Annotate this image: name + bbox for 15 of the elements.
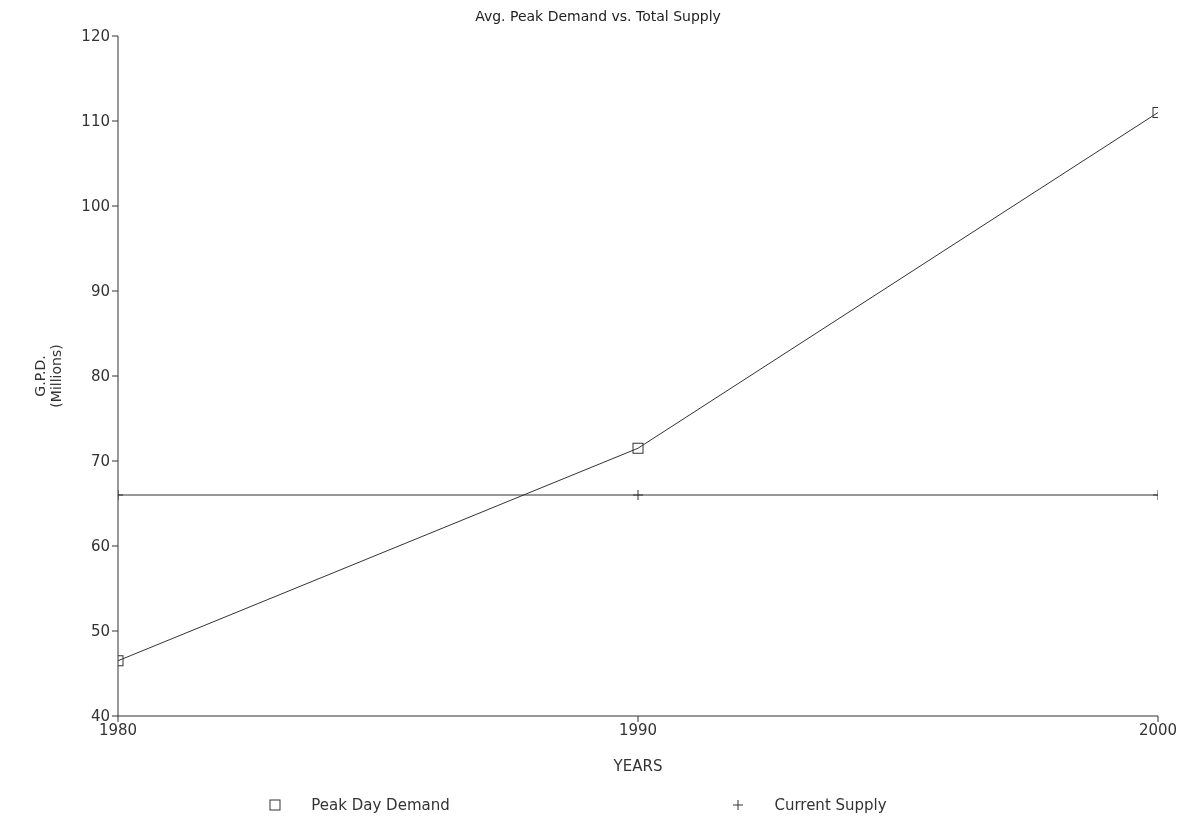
- chart-title: Avg. Peak Demand vs. Total Supply: [474, 8, 722, 26]
- x-tick-label: 1990: [618, 720, 658, 739]
- legend-label: Peak Day Demand: [311, 796, 450, 814]
- legend-label: Current Supply: [774, 796, 887, 814]
- y-tick-label: 80: [90, 367, 110, 386]
- y-tick-label: 70: [90, 452, 110, 471]
- y-tick-label: 120: [81, 27, 110, 46]
- y-tick-label: 60: [90, 537, 110, 556]
- y-tick-label: 90: [90, 282, 110, 301]
- x-tick-label: 2000: [1138, 720, 1178, 739]
- y-tick-label: 50: [90, 622, 110, 641]
- y-tick-label: 100: [81, 197, 110, 216]
- x-axis-title: YEARS: [612, 757, 663, 775]
- y-axis-title: G.P.D. (Millions): [32, 344, 64, 408]
- y-tick-label: 110: [81, 112, 110, 131]
